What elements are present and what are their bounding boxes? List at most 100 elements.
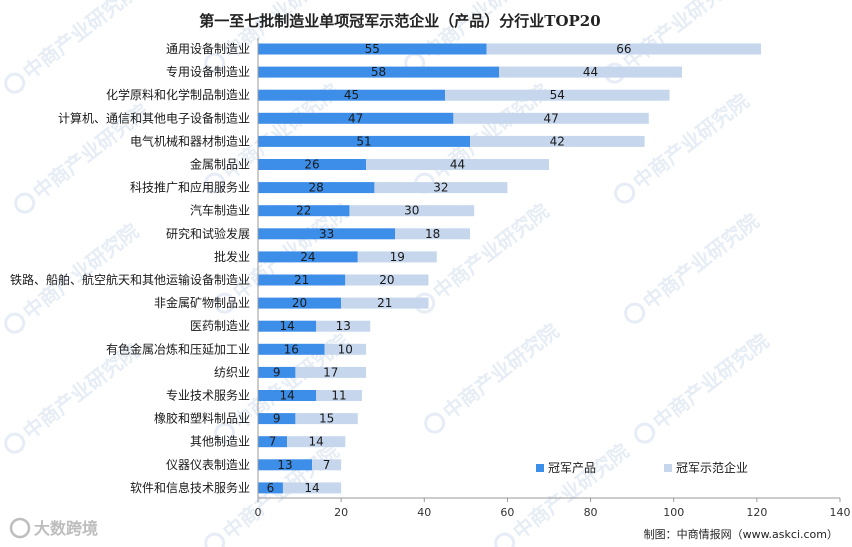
bar-champion-enterprise	[295, 413, 358, 425]
category-label: 计算机、通信和其他电子设备制造业	[58, 110, 250, 125]
data-label-champion-enterprise: 54	[550, 88, 565, 102]
watermark: 中商产业研究院	[4, 339, 143, 454]
bar-champion-product	[258, 251, 358, 263]
x-tick-label: 100	[663, 506, 684, 519]
category-label: 汽车制造业	[190, 203, 250, 218]
watermark-text: 中商产业研究院	[18, 0, 143, 84]
watermark-logo-icon	[4, 432, 26, 454]
x-tick-label: 120	[746, 506, 767, 519]
watermark-text: 中商产业研究院	[508, 439, 633, 544]
bar-champion-enterprise	[295, 366, 367, 378]
bar-champion-enterprise	[287, 436, 346, 448]
category-label: 有色金属冶炼和压延加工业	[106, 341, 250, 356]
corner-logo: 大数跨境	[9, 517, 98, 539]
watermark-logo-icon	[624, 302, 646, 324]
bar-champion-product	[258, 459, 313, 471]
bar-champion-enterprise	[374, 182, 508, 194]
bar-champion-enterprise	[366, 159, 549, 170]
data-label-champion-product: 22	[296, 204, 311, 218]
bar-champion-product	[258, 413, 296, 425]
category-label: 专用设备制造业	[166, 64, 250, 79]
category-label: 纺织业	[214, 365, 250, 379]
legend-label: 冠军示范企业	[676, 460, 748, 475]
category-label: 金属制品业	[190, 157, 250, 172]
data-label-champion-product: 14	[279, 319, 294, 333]
x-tick-label: 40	[417, 506, 431, 519]
brand-logo-text: 大数跨境	[34, 519, 98, 538]
data-label-champion-product: 20	[292, 296, 307, 310]
watermark-logo-icon	[414, 292, 436, 314]
watermark-text: 中商产业研究院	[18, 219, 143, 324]
bar-champion-enterprise	[316, 320, 371, 332]
category-label: 铁路、船舶、航空航天和其他运输设备制造业	[10, 272, 250, 287]
bar-champion-product	[258, 205, 350, 217]
data-label-champion-product: 28	[309, 181, 324, 195]
x-tick-label: 0	[255, 506, 262, 519]
category-label: 软件和信息技术服务业	[130, 480, 250, 495]
category-label: 科技推广和应用服务业	[130, 180, 250, 195]
watermark-logo-icon	[4, 72, 26, 94]
data-label-champion-enterprise: 42	[550, 134, 565, 148]
bar-champion-enterprise	[324, 343, 367, 355]
watermark-logo-icon	[14, 192, 36, 214]
watermark-logo-icon	[634, 422, 656, 444]
data-label-champion-product: 51	[356, 134, 371, 148]
bar-champion-enterprise	[453, 112, 649, 124]
watermark: 中商产业研究院	[614, 89, 753, 204]
data-label-champion-product: 9	[273, 365, 281, 379]
bar-champion-product	[258, 135, 471, 147]
watermark-logo-icon	[204, 172, 226, 194]
data-label-champion-enterprise: 66	[616, 42, 631, 56]
data-label-champion-enterprise: 44	[583, 65, 598, 79]
bar-champion-enterprise	[282, 482, 342, 494]
bar-champion-enterprise	[349, 205, 475, 217]
watermark-logo-icon	[204, 532, 226, 547]
data-label-champion-enterprise: 18	[425, 227, 440, 241]
data-label-champion-product: 26	[304, 158, 319, 172]
category-label: 非金属矿物制品业	[154, 295, 250, 310]
category-label: 医药制造业	[190, 319, 250, 333]
data-label-champion-enterprise: 47	[543, 111, 558, 125]
bar-champion-product	[258, 159, 367, 170]
watermark-text: 中商产业研究院	[638, 209, 763, 314]
category-label: 化学原料和化学制品制造业	[106, 87, 250, 102]
bar-champion-enterprise	[470, 135, 645, 147]
data-label-champion-product: 33	[319, 227, 334, 241]
bar-champion-enterprise	[357, 251, 437, 263]
bar-champion-product	[258, 482, 283, 494]
category-label: 批发业	[214, 249, 250, 264]
data-label-champion-product: 6	[267, 481, 275, 495]
data-label-champion-enterprise: 17	[323, 365, 338, 379]
bar-champion-product	[258, 320, 317, 332]
watermark: 中商产业研究院	[624, 209, 763, 324]
data-label-champion-product: 24	[300, 250, 315, 264]
watermark-logo-icon	[494, 532, 516, 547]
data-label-champion-product: 7	[269, 435, 277, 449]
data-label-champion-product: 55	[365, 42, 380, 56]
bar-champion-enterprise	[445, 89, 670, 101]
bar-champion-enterprise	[499, 66, 683, 78]
watermark-text: 中商产业研究院	[618, 0, 743, 74]
legend-swatch	[536, 464, 544, 472]
category-label: 橡胶和塑料制品业	[154, 411, 250, 426]
watermark-logo-icon	[4, 312, 26, 334]
bar-champion-product	[258, 228, 396, 240]
bar-champion-enterprise	[486, 43, 762, 55]
legend-label: 冠军产品	[548, 461, 596, 475]
watermark-logo-icon	[614, 182, 636, 204]
data-label-champion-enterprise: 13	[336, 319, 351, 333]
watermark: 中商产业研究院	[494, 439, 633, 547]
data-label-champion-product: 9	[273, 412, 281, 426]
source-credit: 制图：中商情报网（www.askci.com）	[644, 527, 838, 541]
x-tick-label: 60	[500, 506, 514, 519]
bar-champion-product	[258, 274, 346, 286]
watermark: 中商产业研究院	[634, 329, 773, 444]
bar-champion-enterprise	[341, 297, 429, 309]
data-label-champion-enterprise: 15	[319, 412, 334, 426]
watermark: 中商产业研究院	[424, 319, 563, 434]
data-label-champion-enterprise: 11	[331, 389, 346, 403]
data-label-champion-enterprise: 44	[450, 158, 465, 172]
watermark: 中商产业研究院	[4, 0, 143, 94]
chart-title: 第一至七批制造业单项冠军示范企业（产品）分行业TOP20	[199, 12, 600, 30]
